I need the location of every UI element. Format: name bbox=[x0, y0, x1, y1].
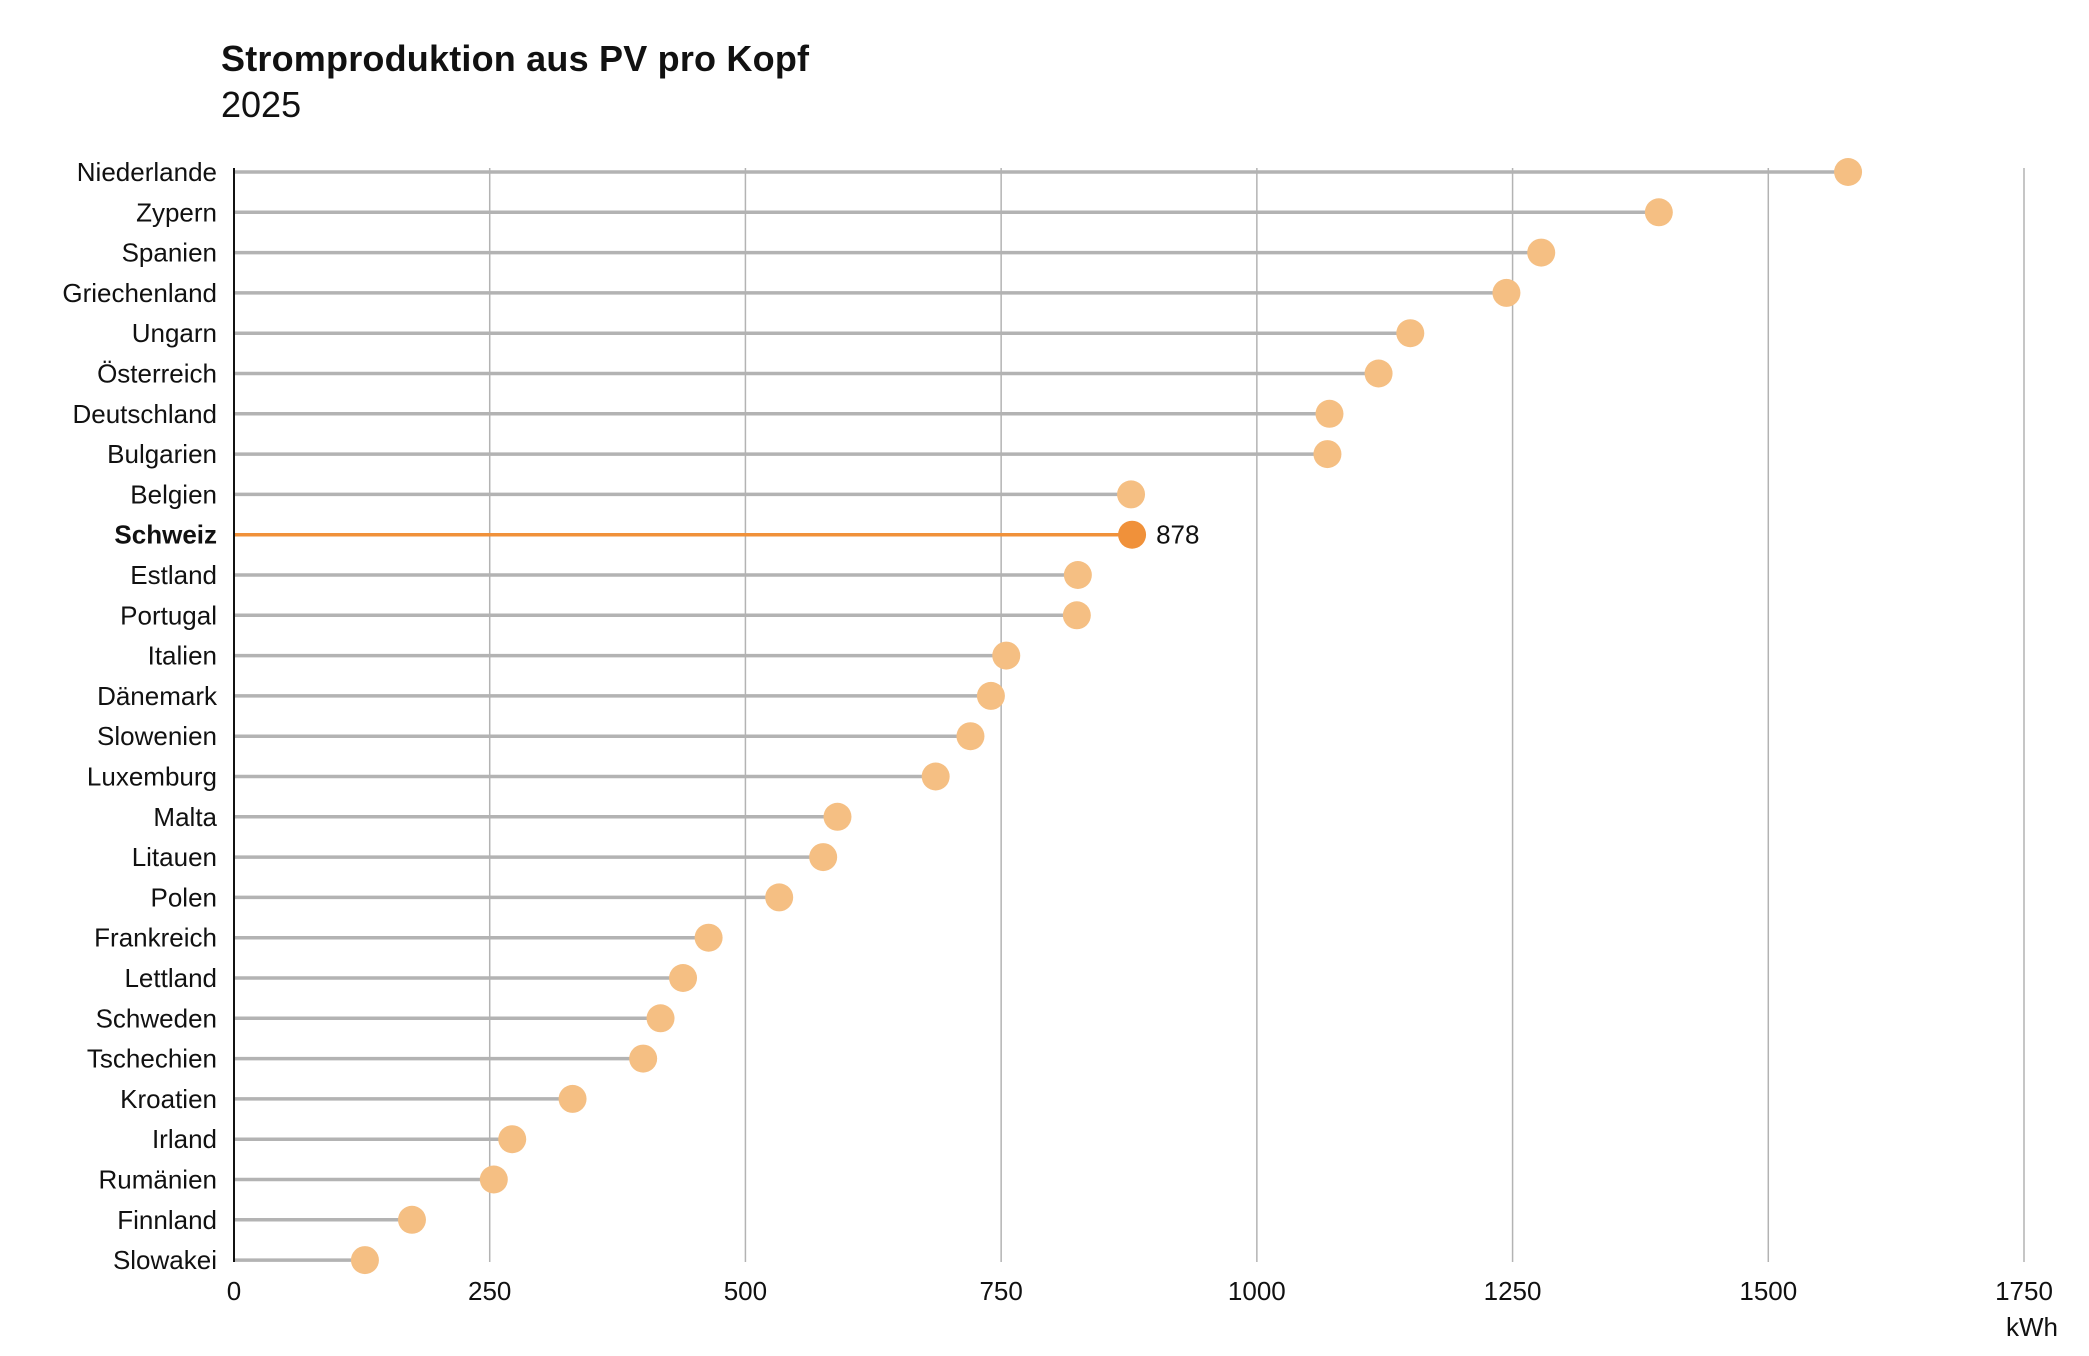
dot-layer bbox=[350, 158, 1863, 1275]
category-label-ungarn: Ungarn bbox=[132, 318, 217, 348]
dot-tschechien bbox=[629, 1044, 658, 1073]
category-label-slowenien: Slowenien bbox=[97, 721, 217, 751]
category-label-slowakei: Slowakei bbox=[113, 1245, 217, 1275]
x-tick-label-1250: 1250 bbox=[1484, 1276, 1542, 1306]
stem-layer bbox=[234, 170, 1849, 1262]
category-label-deutschland: Deutschland bbox=[72, 399, 217, 429]
category-label-lettland: Lettland bbox=[124, 963, 217, 993]
x-tick-label-0: 0 bbox=[227, 1276, 241, 1306]
dot-spanien bbox=[1527, 238, 1556, 267]
dot-litauen bbox=[809, 843, 838, 872]
x-tick-label-750: 750 bbox=[979, 1276, 1022, 1306]
x-axis-unit-label: kWh bbox=[2006, 1312, 2058, 1342]
value-label-schweiz: 878 bbox=[1156, 520, 1199, 550]
dot-portugal bbox=[1062, 601, 1091, 630]
category-label-zypern: Zypern bbox=[136, 197, 217, 227]
category-label-luxemburg: Luxemburg bbox=[87, 762, 217, 792]
dot-finnland bbox=[397, 1205, 426, 1234]
category-label-estland: Estland bbox=[130, 560, 217, 590]
category-label-polen: Polen bbox=[151, 882, 218, 912]
category-label-bulgarien: Bulgarien bbox=[107, 439, 217, 469]
x-tick-label-1750: 1750 bbox=[1995, 1276, 2053, 1306]
dot-estland bbox=[1063, 561, 1092, 589]
category-label-rumänien: Rumänien bbox=[98, 1165, 217, 1195]
category-label-schweiz: Schweiz bbox=[114, 520, 217, 550]
category-label-tschechien: Tschechien bbox=[87, 1044, 217, 1074]
category-label-italien: Italien bbox=[148, 641, 217, 671]
dot-rumänien bbox=[479, 1165, 508, 1194]
dot-dänemark bbox=[976, 681, 1005, 710]
dot-malta bbox=[823, 802, 852, 831]
dot-niederlande bbox=[1834, 158, 1863, 186]
x-tick-label-1500: 1500 bbox=[1739, 1276, 1797, 1306]
dot-italien bbox=[992, 641, 1021, 670]
dot-polen bbox=[765, 883, 794, 912]
dot-lettland bbox=[669, 964, 698, 992]
category-label-österreich: Österreich bbox=[97, 359, 217, 389]
category-label-finnland: Finnland bbox=[117, 1205, 217, 1235]
category-label-spanien: Spanien bbox=[122, 238, 217, 268]
category-label-litauen: Litauen bbox=[132, 842, 217, 872]
dot-zypern bbox=[1644, 198, 1673, 227]
x-tick-label-1000: 1000 bbox=[1228, 1276, 1286, 1306]
x-tick-label-500: 500 bbox=[724, 1276, 767, 1306]
dot-kroatien bbox=[558, 1084, 587, 1113]
x-tick-label-250: 250 bbox=[468, 1276, 511, 1306]
dot-bulgarien bbox=[1313, 440, 1342, 469]
dot-luxemburg bbox=[921, 762, 950, 791]
category-label-griechenland: Griechenland bbox=[62, 278, 217, 308]
category-label-belgien: Belgien bbox=[130, 479, 217, 509]
category-label-portugal: Portugal bbox=[120, 600, 217, 630]
dot-slowakei bbox=[350, 1246, 379, 1275]
dot-deutschland bbox=[1315, 399, 1344, 428]
grid-layer bbox=[488, 168, 2025, 1262]
label-layer: 0 250 500 750 1000 1250 1500 1750 Niederlande Zyp… bbox=[62, 157, 2053, 1306]
chart-subtitle: 2025 bbox=[221, 84, 302, 125]
dot-ungarn bbox=[1396, 319, 1425, 348]
dot-griechenland bbox=[1492, 278, 1521, 307]
dot-österreich bbox=[1364, 359, 1393, 388]
category-label-frankreich: Frankreich bbox=[94, 923, 217, 953]
dot-belgien bbox=[1117, 480, 1146, 509]
category-label-schweden: Schweden bbox=[96, 1003, 217, 1033]
chart-title: Stromproduktion aus PV pro Kopf bbox=[221, 38, 810, 79]
category-label-irland: Irland bbox=[152, 1124, 217, 1154]
dot-frankreich bbox=[694, 923, 723, 952]
dot-slowenien bbox=[956, 722, 985, 751]
category-label-malta: Malta bbox=[153, 802, 217, 832]
category-label-kroatien: Kroatien bbox=[120, 1084, 217, 1114]
dot-schweden bbox=[646, 1004, 675, 1033]
dot-schweiz bbox=[1118, 520, 1147, 549]
category-label-dänemark: Dänemark bbox=[97, 681, 218, 711]
category-label-niederlande: Niederlande bbox=[77, 157, 217, 187]
dot-irland bbox=[498, 1125, 527, 1154]
